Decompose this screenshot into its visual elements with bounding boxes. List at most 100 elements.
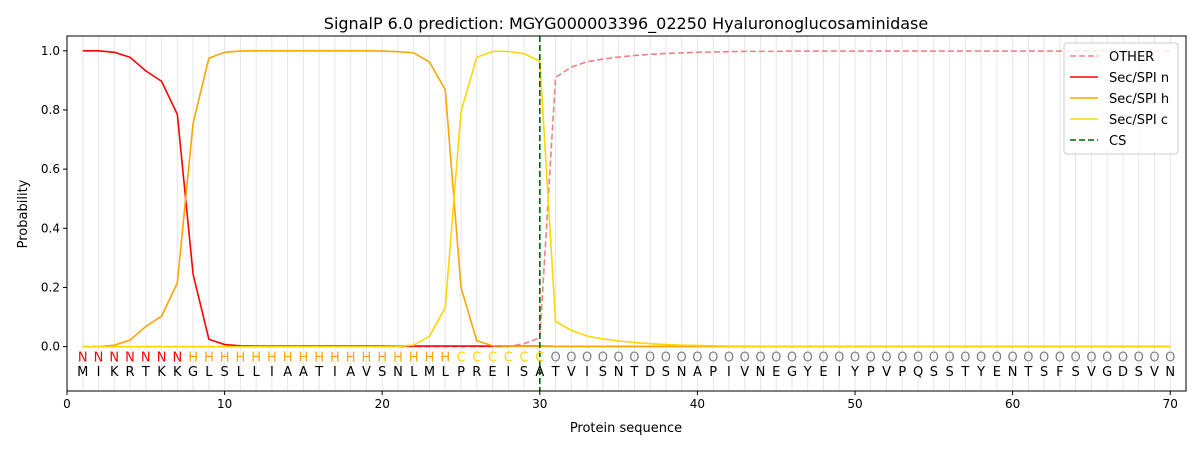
region-label: H [220, 350, 230, 365]
residue-label: T [314, 365, 323, 380]
region-label: H [188, 350, 198, 365]
series-line-1 [82, 49, 1171, 348]
region-label: H [425, 350, 435, 365]
residue-label: I [585, 365, 589, 380]
residue-label: A [693, 365, 702, 380]
region-label: O [1134, 350, 1144, 365]
legend-label: Sec/SPI n [1109, 71, 1169, 86]
region-label: O [1055, 350, 1065, 365]
residue-label: V [1087, 365, 1096, 380]
x-tick-label: 50 [847, 397, 862, 411]
residue-label: I [506, 365, 510, 380]
residue-label: T [960, 365, 969, 380]
residue-label: L [205, 365, 213, 380]
residue-label: E [488, 365, 496, 380]
y-tick-label: 0.8 [41, 103, 60, 117]
region-label: H [377, 350, 387, 365]
series-line-2 [82, 49, 1171, 348]
region-label: O [724, 350, 734, 365]
region-label: C [456, 350, 465, 365]
residue-label: Y [976, 365, 985, 380]
residue-label: D [1118, 365, 1128, 380]
region-label: H [299, 350, 309, 365]
region-label: C [488, 350, 497, 365]
region-label: N [157, 350, 167, 365]
region-label: O [661, 350, 671, 365]
residue-label: V [362, 365, 371, 380]
region-label: H [440, 350, 450, 365]
residue-label: P [898, 365, 906, 380]
y-axis: 0.0 0.2 0.4 0.6 0.8 1.0 [41, 44, 67, 354]
residue-label: T [629, 365, 638, 380]
residue-label: S [520, 365, 528, 380]
residue-label: I [333, 365, 337, 380]
residue-label: A [283, 365, 292, 380]
region-label: O [881, 350, 891, 365]
residue-label: V [882, 365, 891, 380]
region-label: O [866, 350, 876, 365]
region-label: H [362, 350, 372, 365]
residue-label: K [110, 365, 119, 380]
region-label: H [251, 350, 261, 365]
region-label: O [740, 350, 750, 365]
residue-label: P [867, 365, 875, 380]
residue-label: S [930, 365, 938, 380]
region-label: O [1102, 350, 1112, 365]
region-label: N [109, 350, 119, 365]
residue-label: T [1023, 365, 1032, 380]
region-label: H [267, 350, 277, 365]
residue-label: E [819, 365, 827, 380]
residue-label: I [270, 365, 274, 380]
residue-label: L [442, 365, 450, 380]
region-label: O [976, 350, 986, 365]
region-label: O [771, 350, 781, 365]
region-label: O [1086, 350, 1096, 365]
residue-label: M [424, 365, 435, 380]
region-label: H [409, 350, 419, 365]
y-tick-label: 0.2 [41, 280, 60, 294]
series-line-0 [82, 50, 1171, 348]
region-label: O [818, 350, 828, 365]
region-label: H [346, 350, 356, 365]
region-label: O [913, 350, 923, 365]
residue-label: G [188, 365, 198, 380]
x-tick-label: 60 [1005, 397, 1020, 411]
region-label: H [330, 350, 340, 365]
x-tick-label: 10 [217, 397, 232, 411]
legend-box [1063, 42, 1179, 155]
residue-label: M [77, 365, 88, 380]
legend: OTHER Sec/SPI n Sec/SPI h Sec/SPI c CS [1063, 42, 1179, 155]
region-label: O [960, 350, 970, 365]
region-label: C [504, 350, 513, 365]
residue-label: K [157, 365, 166, 380]
region-label: N [172, 350, 182, 365]
x-tick-label: 70 [1163, 397, 1178, 411]
residue-label: S [378, 365, 386, 380]
residue-label: R [126, 365, 135, 380]
region-label: O [692, 350, 702, 365]
residue-label: V [1150, 365, 1159, 380]
residue-label: N [677, 365, 687, 380]
region-label: O [992, 350, 1002, 365]
region-label: H [314, 350, 324, 365]
residue-label: L [410, 365, 418, 380]
x-axis: 0 10 20 30 40 50 60 70 [63, 391, 1178, 411]
legend-label: Sec/SPI h [1109, 92, 1169, 107]
x-axis-label: Protein sequence [570, 421, 682, 436]
residue-label: R [472, 365, 481, 380]
residue-label: S [1040, 365, 1048, 380]
region-label: C [472, 350, 481, 365]
residue-label: T [551, 365, 560, 380]
residue-label: P [709, 365, 717, 380]
region-label: O [1118, 350, 1128, 365]
residue-label: V [567, 365, 576, 380]
region-label: O [598, 350, 608, 365]
region-label: O [550, 350, 560, 365]
residue-label: S [1072, 365, 1080, 380]
region-label: O [897, 350, 907, 365]
region-label: O [1039, 350, 1049, 365]
region-label: O [614, 350, 624, 365]
region-label: N [94, 350, 104, 365]
